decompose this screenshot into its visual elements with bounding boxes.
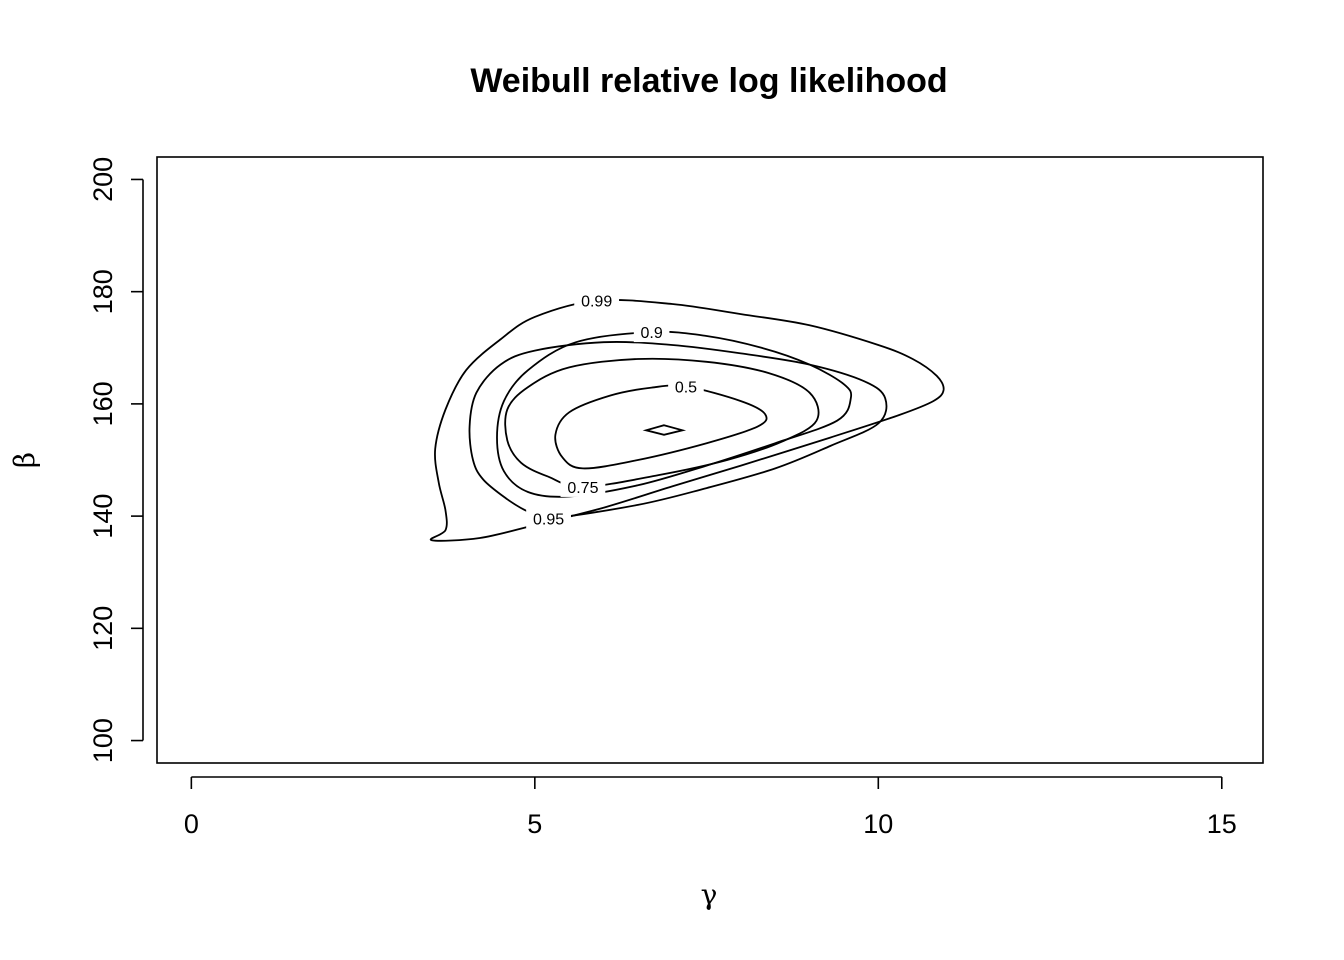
x-tick-label: 0 — [184, 809, 199, 839]
y-axis: 100 120 140 160 180 200 — [88, 157, 144, 763]
contour-label-0.75: 0.75 — [567, 480, 598, 497]
contour-label-0.5: 0.5 — [675, 379, 697, 396]
contour-label-bg — [668, 376, 704, 397]
contour-label-bg — [560, 476, 606, 497]
x-axis-label: γ — [701, 878, 718, 911]
contour-line-0.95 — [468, 341, 888, 520]
contour-line-0.75 — [504, 357, 820, 488]
contour-line-0.9 — [496, 330, 853, 498]
contour-label-bg — [574, 290, 620, 311]
contour-lines: 0.99 0.95 0.9 0.75 0.5 — [429, 290, 945, 542]
y-tick-label: 120 — [88, 606, 118, 651]
y-tick-label: 160 — [88, 381, 118, 426]
contour-label-bg — [526, 508, 571, 529]
contour-line-0.5 — [554, 384, 768, 470]
y-tick-label: 140 — [88, 494, 118, 539]
contour-label-0.99: 0.99 — [581, 294, 612, 311]
contour-label-0.95: 0.95 — [533, 511, 564, 528]
x-tick-label: 5 — [527, 809, 542, 839]
y-tick-label: 200 — [88, 157, 118, 202]
contour-line-max — [642, 424, 687, 436]
contour-label-0.9: 0.9 — [640, 325, 662, 342]
chart-title: Weibull relative log likelihood — [470, 62, 947, 100]
y-axis-label: β — [8, 452, 41, 468]
plot-frame — [156, 156, 1264, 764]
contour-label-bg — [633, 322, 670, 343]
x-tick-label: 10 — [863, 809, 893, 839]
x-axis: 0 5 10 15 — [184, 776, 1237, 839]
y-tick-label: 180 — [88, 269, 118, 314]
y-tick-label: 100 — [88, 718, 118, 763]
contour-line-0.99 — [429, 299, 945, 542]
x-tick-label: 15 — [1207, 809, 1237, 839]
